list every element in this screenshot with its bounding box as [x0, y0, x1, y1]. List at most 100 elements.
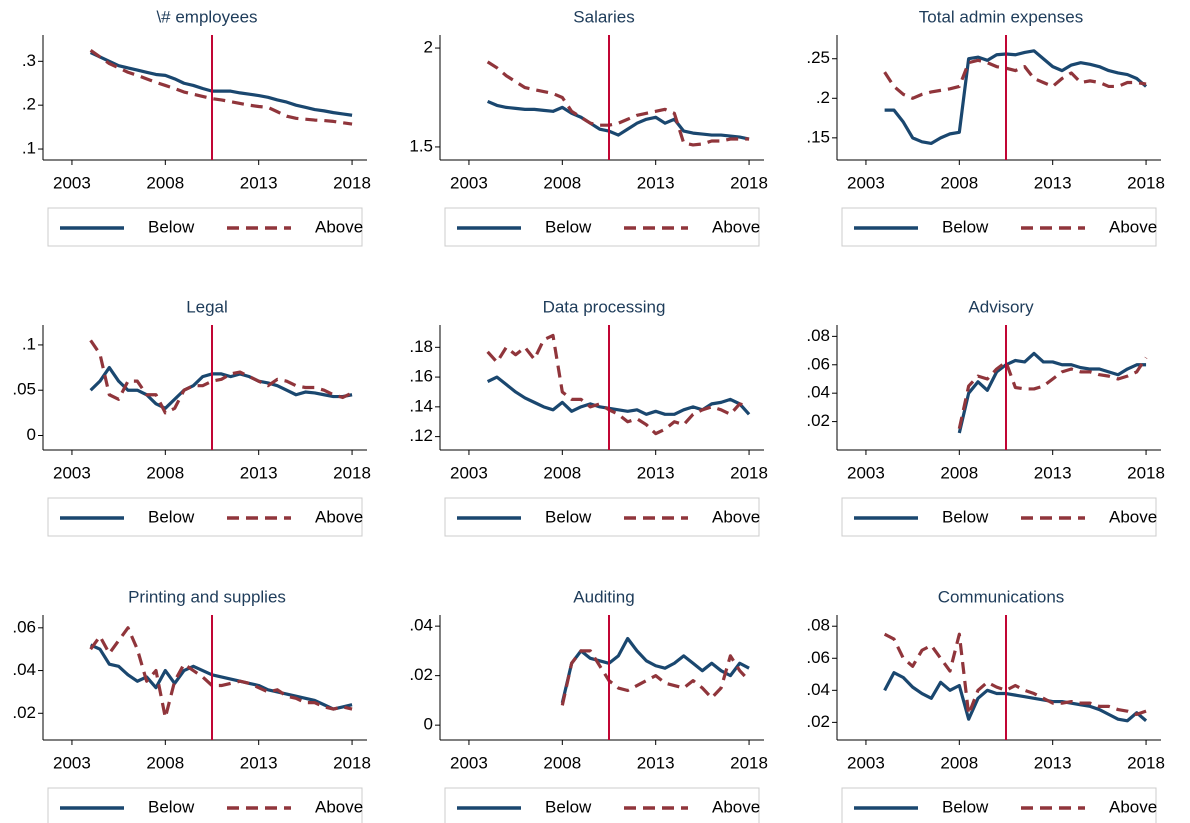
- y-tick-label: .05: [12, 380, 36, 399]
- y-tick-label: .04: [12, 660, 36, 679]
- legend-label: Below: [148, 217, 195, 236]
- y-tick-label: .04: [806, 383, 830, 402]
- legend-label: Above: [315, 797, 363, 816]
- y-tick-label: 1.5: [409, 136, 433, 155]
- x-tick-label: 2013: [240, 173, 278, 192]
- legend-label: Below: [942, 217, 989, 236]
- legend-box: [841, 787, 1157, 823]
- chart-title: \# employees: [156, 7, 257, 26]
- y-tick-label: .04: [409, 616, 433, 635]
- x-tick-label: 2018: [730, 173, 768, 192]
- x-tick-label: 2003: [53, 753, 91, 772]
- line-series: [883, 632, 1147, 716]
- line-series: [89, 49, 353, 126]
- chart-title: Data processing: [543, 297, 666, 316]
- x-tick-label: 2013: [1034, 463, 1072, 482]
- legend-label: Above: [1109, 797, 1157, 816]
- legend-label: Below: [942, 507, 989, 526]
- line-series: [89, 365, 353, 410]
- x-tick-label: 2018: [333, 173, 371, 192]
- legend-label: Below: [545, 507, 592, 526]
- legend-box: [47, 207, 363, 247]
- y-tick-label: .02: [12, 703, 36, 722]
- legend-label: Above: [712, 507, 760, 526]
- x-tick-label: 2013: [240, 463, 278, 482]
- x-tick-label: 2008: [543, 463, 581, 482]
- x-tick-label: 2018: [333, 753, 371, 772]
- x-tick-label: 2008: [543, 753, 581, 772]
- x-tick-label: 2008: [940, 753, 978, 772]
- legend-box: [47, 787, 363, 823]
- line-series: [560, 649, 751, 706]
- legend-label: Below: [148, 797, 195, 816]
- legend-label: Below: [545, 797, 592, 816]
- legend-box: [444, 787, 760, 823]
- line-series: [957, 351, 1147, 434]
- y-tick-label: .08: [806, 616, 830, 635]
- x-tick-label: 2008: [146, 463, 184, 482]
- y-tick-label: 0: [27, 425, 36, 444]
- x-tick-label: 2003: [53, 173, 91, 192]
- x-tick-label: 2018: [1127, 463, 1165, 482]
- line-series: [89, 339, 353, 415]
- y-tick-label: .15: [806, 127, 830, 146]
- x-tick-label: 2003: [53, 463, 91, 482]
- x-tick-label: 2013: [637, 173, 675, 192]
- x-tick-label: 2013: [1034, 753, 1072, 772]
- chart-title: Printing and supplies: [128, 587, 286, 606]
- y-tick-label: .14: [409, 396, 433, 415]
- x-tick-label: 2003: [847, 173, 885, 192]
- chart-title: Auditing: [573, 587, 634, 606]
- y-tick-label: .1: [22, 334, 36, 353]
- chart-title: Total admin expenses: [919, 7, 1083, 26]
- x-tick-label: 2013: [1034, 173, 1072, 192]
- x-tick-label: 2018: [730, 753, 768, 772]
- x-tick-label: 2013: [240, 753, 278, 772]
- line-series: [883, 58, 1147, 100]
- x-tick-label: 2008: [146, 173, 184, 192]
- chart-title: Advisory: [968, 297, 1034, 316]
- x-tick-label: 2003: [450, 753, 488, 772]
- y-tick-label: .2: [816, 88, 830, 107]
- y-tick-label: 2: [424, 38, 433, 57]
- x-tick-label: 2003: [847, 753, 885, 772]
- line-series: [486, 60, 750, 147]
- line-series: [486, 99, 750, 141]
- y-tick-label: .12: [409, 426, 433, 445]
- line-series: [560, 636, 750, 704]
- y-tick-label: .06: [806, 354, 830, 373]
- y-tick-label: .18: [409, 337, 433, 356]
- line-series: [884, 49, 1148, 145]
- legend-label: Above: [1109, 507, 1157, 526]
- x-tick-label: 2003: [450, 173, 488, 192]
- chart-title: Legal: [186, 297, 228, 316]
- x-tick-label: 2018: [730, 463, 768, 482]
- legend-label: Above: [1109, 217, 1157, 236]
- line-series: [883, 671, 1148, 723]
- line-series: [486, 333, 750, 436]
- x-tick-label: 2003: [847, 463, 885, 482]
- y-tick-label: .06: [806, 648, 830, 667]
- y-tick-label: .06: [12, 617, 36, 636]
- x-tick-label: 2008: [940, 173, 978, 192]
- line-series: [957, 356, 1148, 430]
- y-tick-label: .04: [806, 680, 830, 699]
- x-tick-label: 2008: [940, 463, 978, 482]
- x-tick-label: 2008: [146, 753, 184, 772]
- chart-title: Communications: [938, 587, 1065, 606]
- y-tick-label: .3: [22, 51, 36, 70]
- y-tick-label: .1: [22, 139, 36, 158]
- x-tick-label: 2003: [450, 463, 488, 482]
- x-tick-label: 2018: [333, 463, 371, 482]
- y-tick-label: .16: [409, 367, 433, 386]
- y-tick-label: .02: [409, 665, 433, 684]
- x-tick-label: 2018: [1127, 173, 1165, 192]
- y-tick-label: .25: [806, 48, 830, 67]
- legend-label: Above: [712, 217, 760, 236]
- line-series: [89, 51, 353, 117]
- legend-label: Above: [315, 507, 363, 526]
- y-tick-label: .2: [22, 95, 36, 114]
- line-series: [89, 643, 353, 711]
- x-tick-label: 2008: [543, 173, 581, 192]
- legend-label: Above: [712, 797, 760, 816]
